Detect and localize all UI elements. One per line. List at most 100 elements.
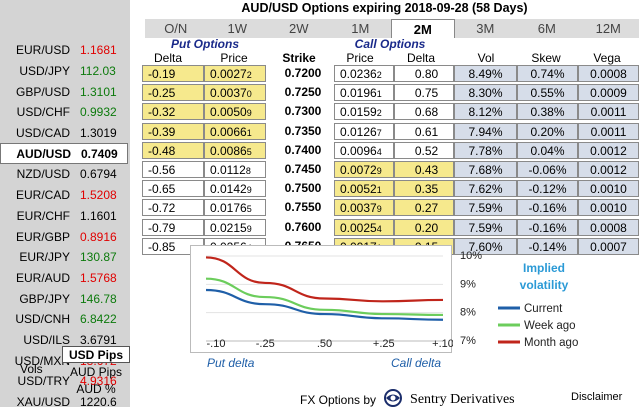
pair-label: USD/CHF bbox=[16, 105, 70, 120]
x-tick-label: -.10 bbox=[207, 338, 226, 350]
vega-cell: 0.0010 bbox=[578, 199, 639, 217]
call-delta-cell-value: 0.52 bbox=[414, 143, 439, 158]
chart-svg: -.10 -.25 .50 +.25 +.10 bbox=[205, 255, 454, 350]
skew-cell-value: 0.04% bbox=[530, 143, 565, 158]
tab-3m[interactable]: 3M bbox=[476, 21, 495, 36]
put-delta-cell: -0.65 bbox=[142, 180, 204, 198]
currency-pair-nzd-usd[interactable]: NZD/USD 0.6794 bbox=[0, 164, 130, 185]
skew-cell: 0.38% bbox=[517, 103, 578, 121]
put-delta-cell-value: -0.79 bbox=[148, 220, 176, 235]
currency-pair-gbp-usd[interactable]: GBP/USD 1.3101 bbox=[0, 81, 130, 102]
implied-volatility-chart: -.10 -.25 .50 +.25 +.10 bbox=[190, 245, 454, 353]
call-delta-cell-value: 0.80 bbox=[414, 67, 439, 81]
put-price-cell-pip-digit: 9 bbox=[246, 223, 252, 234]
currency-pair-list: EUR/USD 1.1681 USD/JPY 112.03 GBP/USD 1.3101 U… bbox=[0, 40, 130, 407]
call-delta-cell: 0.61 bbox=[394, 122, 454, 140]
chart-title-line1: Implied bbox=[523, 261, 565, 275]
pair-label: GBP/USD bbox=[15, 84, 70, 99]
put-price-cell-pip-digit: 2 bbox=[246, 70, 252, 80]
x-tick-label: -.25 bbox=[256, 338, 275, 350]
skew-cell: 0.74% bbox=[517, 65, 578, 82]
tab-12m[interactable]: 12M bbox=[595, 21, 621, 36]
tab-2w[interactable]: 2W bbox=[289, 21, 309, 36]
vol-cell-value: 7.62% bbox=[468, 182, 503, 197]
call-price-cell-value: 0.0037 bbox=[340, 201, 377, 216]
chart-title-line2: volatility bbox=[520, 278, 569, 292]
tab-6m[interactable]: 6M bbox=[537, 21, 556, 36]
disclaimer-link[interactable]: Disclaimer bbox=[571, 391, 623, 403]
tab-on[interactable]: O/N bbox=[164, 21, 188, 36]
vega-cell: 0.0012 bbox=[578, 161, 639, 178]
call-delta-cell-value: 0.61 bbox=[414, 124, 439, 139]
pair-rate: 112.03 bbox=[80, 64, 116, 79]
put-delta-cell-value: -0.19 bbox=[148, 67, 176, 81]
table-row: -0.25 0.00370 0.7250 0.01961 0.75 8.30% 0.55% 0… bbox=[138, 84, 639, 103]
call-price-cell-pip-digit: 1 bbox=[376, 185, 382, 196]
strike-cell: 0.7550 bbox=[276, 199, 330, 216]
call-delta-axis-label: Call delta bbox=[391, 356, 442, 370]
put-price-cell: 0.01429 bbox=[204, 180, 266, 198]
call-price-cell-pip-digit: 2 bbox=[376, 108, 382, 119]
call-delta-cell: 0.20 bbox=[394, 218, 454, 236]
unit-aud-pips-button[interactable]: AUD Pips bbox=[69, 365, 122, 379]
call-delta-cell: 0.35 bbox=[394, 180, 454, 198]
strike-cell-value: 0.7300 bbox=[284, 104, 322, 119]
unit-usd-pips-button[interactable]: USD Pips bbox=[62, 346, 130, 363]
put-price-cell: 0.00661 bbox=[204, 122, 266, 140]
currency-pair-eur-gbp[interactable]: EUR/GBP 0.8916 bbox=[0, 226, 130, 247]
currency-pair-eur-cad[interactable]: EUR/CAD 1.5208 bbox=[0, 185, 130, 206]
x-tick-label: +.10 bbox=[432, 338, 453, 350]
currency-pair-eur-chf[interactable]: EUR/CHF 1.1601 bbox=[0, 206, 130, 227]
vega-cell-value: 0.0011 bbox=[590, 124, 627, 139]
series-line-week-ago bbox=[205, 277, 444, 317]
pair-label: EUR/AUD bbox=[15, 270, 70, 285]
currency-pair-usd-jpy[interactable]: USD/JPY 112.03 bbox=[0, 61, 130, 82]
pair-rate: 4.9316 bbox=[80, 374, 117, 389]
currency-pair-usd-ils[interactable]: USD/ILS 3.6791 bbox=[0, 330, 130, 351]
call-delta-cell: 0.43 bbox=[394, 161, 454, 178]
currency-pair-xau-usd[interactable]: XAU/USD 1220.6 bbox=[0, 392, 130, 407]
legend-label: Month ago bbox=[524, 337, 578, 349]
series-line-current bbox=[205, 288, 444, 321]
pair-label: USD/ILS bbox=[23, 332, 70, 347]
currency-pair-gbp-jpy[interactable]: GBP/JPY 146.78 bbox=[0, 288, 130, 309]
tab-2m[interactable]: 2M bbox=[391, 19, 455, 38]
vols-label: Vols bbox=[20, 362, 43, 376]
y-tick-label: 9% bbox=[460, 278, 476, 290]
put-price-cell: 0.00865 bbox=[204, 141, 266, 159]
currency-pair-eur-usd[interactable]: EUR/USD 1.1681 bbox=[0, 40, 130, 61]
unit-aud-percent-button[interactable]: AUD % bbox=[76, 382, 116, 396]
pair-label: XAU/USD bbox=[16, 395, 70, 407]
vol-cell: 7.94% bbox=[454, 122, 517, 140]
vol-cell: 7.78% bbox=[454, 141, 517, 159]
strike-cell: 0.7350 bbox=[276, 123, 330, 140]
table-row: -0.19 0.00272 0.7200 0.02362 0.80 8.49% 0.74% 0… bbox=[138, 65, 639, 84]
vol-cell-value: 7.60% bbox=[468, 239, 503, 254]
currency-pair-eur-jpy[interactable]: EUR/JPY 130.87 bbox=[0, 247, 130, 268]
skew-cell-value: 0.55% bbox=[530, 86, 565, 101]
currency-pair-usd-cad[interactable]: USD/CAD 1.3019 bbox=[0, 123, 130, 144]
call-price-cell-value: 0.0052 bbox=[340, 182, 377, 197]
put-price-cell-value: 0.0112 bbox=[210, 163, 246, 177]
col-call-delta: Delta bbox=[406, 51, 435, 65]
tenor-tabs: O/N 1W 2W 1M 2M 3M 6M 12M bbox=[145, 19, 639, 38]
skew-cell-value: 0.38% bbox=[530, 105, 565, 120]
tab-1w[interactable]: 1W bbox=[227, 21, 248, 36]
currency-pair-usd-cnh[interactable]: USD/CNH 6.8422 bbox=[0, 309, 130, 330]
footer-brand: Sentry Derivatives bbox=[410, 391, 515, 407]
currency-pair-aud-usd[interactable]: AUD/USD 0.7409 bbox=[0, 143, 128, 165]
pair-label: EUR/GBP bbox=[15, 229, 70, 244]
currency-pair-eur-aud[interactable]: EUR/AUD 1.5768 bbox=[0, 268, 130, 289]
strike-cell-value: 0.7500 bbox=[284, 181, 322, 196]
table-row: -0.79 0.02159 0.7600 0.00254 0.20 7.59% -0.16%… bbox=[138, 218, 639, 238]
currency-pair-usd-chf[interactable]: USD/CHF 0.9932 bbox=[0, 102, 130, 123]
put-price-cell-value: 0.0027 bbox=[210, 67, 247, 81]
tab-1m[interactable]: 1M bbox=[351, 21, 370, 36]
put-delta-cell: -0.19 bbox=[142, 65, 204, 82]
call-price-cell-value: 0.0196 bbox=[340, 86, 377, 101]
currency-pair-usd-try[interactable]: USD/TRY 4.9316 bbox=[0, 371, 130, 392]
pair-rate: 1.5768 bbox=[80, 270, 117, 285]
call-price-cell-value: 0.0025 bbox=[340, 220, 377, 235]
put-delta-cell: -0.79 bbox=[142, 218, 204, 236]
call-price-cell-value: 0.0096 bbox=[340, 143, 377, 158]
